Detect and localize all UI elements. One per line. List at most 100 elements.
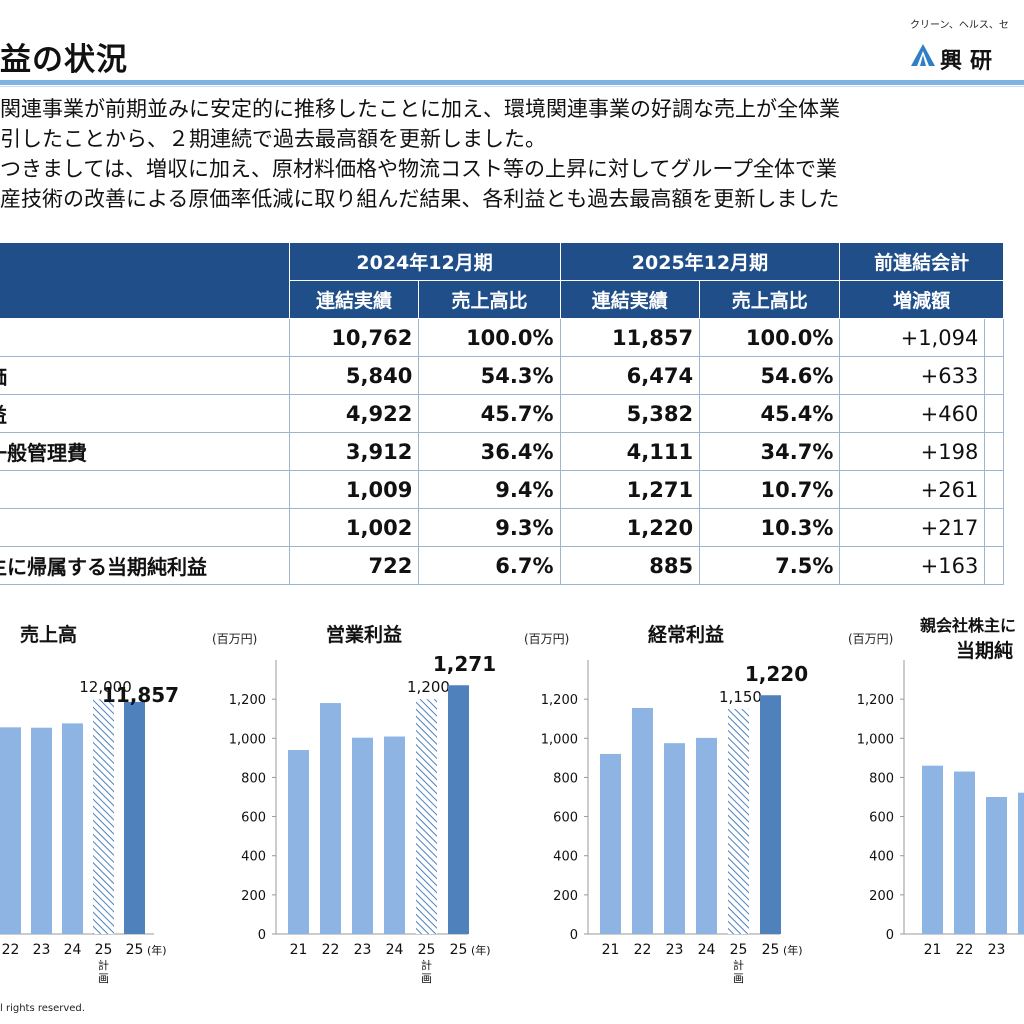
ratio-2025: 45.4% [699, 394, 841, 433]
x-tick-label: 21 [924, 942, 942, 958]
bar [696, 737, 717, 934]
row-label: 一般管理費 [0, 432, 290, 471]
copyright-footer: l rights reserved. [0, 1003, 85, 1014]
chart-title: 親会社株主に [920, 616, 1017, 635]
table-row: 10,762 100.0% 11,857 100.0% +1,094 [0, 318, 1004, 357]
x-tick-label: 25 [450, 942, 468, 958]
clipped-cell [984, 546, 1004, 585]
x-tick-label: 21 [602, 942, 620, 958]
sub-header-change: 増減額 [839, 280, 1004, 319]
ratio-2024: 6.7% [418, 546, 561, 585]
change-value: +217 [839, 508, 986, 547]
bar [632, 707, 653, 934]
value-2025: 6,474 [559, 356, 701, 395]
x-tick-label: 22 [956, 942, 974, 958]
x-tick-label: 22 [634, 942, 652, 958]
x-axis-unit: (年) [783, 943, 803, 957]
bar [922, 765, 943, 934]
sub-header-actual-2025: 連結実績 [559, 280, 701, 319]
y-tick-label: 400 [869, 850, 894, 865]
bar [288, 750, 309, 934]
value-2024: 722 [288, 546, 420, 585]
plan-value-label: 1,150 [719, 688, 762, 706]
x-tick-sublabel: 画 [98, 972, 109, 985]
chart-unit: (百万円) [848, 632, 894, 646]
financial-results-table: 2024年12月期 2025年12月期 前連結会計 連結実績 売上高比 連結実績… [0, 242, 1004, 585]
table-row: 1,009 9.4% 1,271 10.7% +261 [0, 470, 1004, 509]
summary-line: つきましては、増収に加え、原材料価格や物流コスト等の上昇に対してグループ全体で業 [0, 157, 838, 181]
value-2024: 5,840 [288, 356, 420, 395]
y-tick-label: 1,200 [229, 693, 266, 708]
x-tick-label: 21 [290, 942, 308, 958]
x-tick-sublabel: 画 [421, 972, 432, 985]
x-tick-sublabel: 計 [733, 958, 744, 972]
bar [954, 771, 975, 934]
table-row: 1,002 9.3% 1,220 10.3% +217 [0, 508, 1004, 547]
row-label [0, 508, 290, 547]
x-tick-label: 24 [386, 942, 404, 958]
latest-value-label: 1,271 [433, 652, 496, 676]
ratio-2024: 100.0% [418, 318, 561, 357]
y-tick-label: 600 [553, 811, 578, 826]
x-tick-label: 23 [33, 942, 51, 958]
period-header-2024: 2024年12月期 [288, 242, 561, 281]
period-header-prior-comparison: 前連結会計 [839, 242, 1004, 281]
x-axis-unit: (年) [147, 943, 167, 957]
clipped-cell [984, 432, 1004, 471]
clipped-cell [984, 394, 1004, 433]
latest-value-label: 1,220 [745, 662, 808, 686]
x-tick-sublabel: 計 [98, 958, 109, 972]
chart-svg: 0 200 400 600 800 1,000 1,200 21 22 23 [857, 660, 1024, 958]
bar-plan [728, 708, 749, 934]
value-2024: 4,922 [288, 394, 420, 433]
company-logo: クリーン、ヘルス、セ 興研 [906, 16, 1024, 80]
y-tick-label: 0 [886, 928, 894, 943]
title-rule [0, 80, 1024, 85]
x-tick-label: 24 [64, 942, 82, 958]
x-tick-label: 22 [2, 942, 20, 958]
y-tick-label: 800 [241, 771, 266, 786]
x-tick-label: 23 [354, 942, 372, 958]
y-tick-label: 800 [869, 771, 894, 786]
y-tick-label: 600 [241, 811, 266, 826]
x-tick-label: 25 [126, 942, 144, 958]
bar [1018, 792, 1024, 934]
table-row: 主に帰属する当期純利益 722 6.7% 885 7.5% +163 [0, 546, 1004, 585]
bar [384, 736, 405, 934]
sub-header-ratio-2024: 売上高比 [418, 280, 561, 319]
clipped-cell [984, 318, 1004, 357]
value-2024: 1,009 [288, 470, 420, 509]
clipped-cell [984, 356, 1004, 395]
bar-plan [93, 699, 114, 934]
y-tick-label: 1,200 [541, 693, 578, 708]
y-tick-label: 1,000 [541, 732, 578, 747]
y-tick-label: 400 [241, 850, 266, 865]
value-2025: 11,857 [559, 318, 701, 357]
ratio-2025: 54.6% [699, 356, 841, 395]
value-2024: 10,762 [288, 318, 420, 357]
title-rule-thin [0, 86, 1024, 87]
value-2025: 1,220 [559, 508, 701, 547]
plan-value-label: 1,200 [407, 678, 450, 696]
bar-plan [416, 699, 437, 934]
y-tick-label: 1,000 [229, 732, 266, 747]
y-tick-label: 0 [258, 928, 266, 943]
table-body: 10,762100.0%11,857100.0%+1,094価5,84054.3… [0, 318, 1004, 585]
x-tick-label: 25 [730, 942, 748, 958]
chart-title: 売上高 [20, 624, 78, 646]
bar [664, 743, 685, 934]
summary-line: 引したことから、２期連続で過去最高額を更新しました。 [0, 127, 546, 151]
ratio-2024: 45.7% [418, 394, 561, 433]
bar [352, 737, 373, 934]
bar-latest [124, 701, 145, 934]
change-value: +1,094 [839, 318, 986, 357]
bar-latest [448, 685, 469, 934]
ratio-2025: 34.7% [699, 432, 841, 471]
row-label: 主に帰属する当期純利益 [0, 546, 290, 585]
ratio-2024: 54.3% [418, 356, 561, 395]
ratio-2024: 36.4% [418, 432, 561, 471]
